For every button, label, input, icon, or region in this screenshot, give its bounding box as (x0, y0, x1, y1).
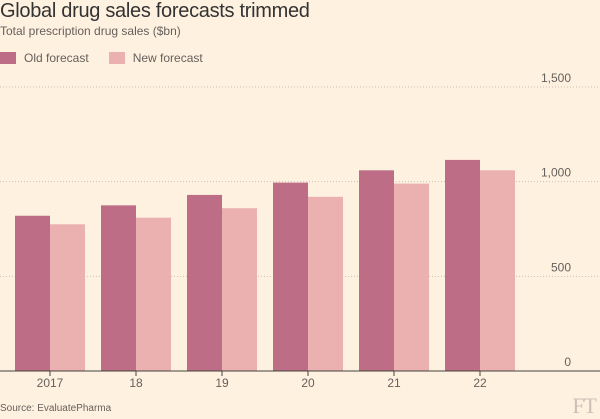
bar-new-forecast (50, 224, 85, 371)
bar-old-forecast (273, 182, 308, 371)
y-tick-label: 1,500 (541, 71, 571, 85)
legend-swatch-new-forecast (108, 52, 125, 64)
bar-old-forecast (101, 205, 136, 371)
bar-new-forecast (222, 208, 257, 371)
y-tick-label: 1,000 (541, 166, 571, 180)
legend-label-new-forecast: New forecast (132, 51, 203, 65)
chart-title: Global drug sales forecasts trimmed (0, 0, 310, 22)
y-tick-label: 500 (551, 260, 571, 274)
legend-item-new-forecast: New forecast (108, 51, 203, 65)
bar-new-forecast (480, 170, 515, 371)
legend-swatch-old-forecast (0, 52, 16, 64)
legend-item-old-forecast: Old forecast (0, 51, 89, 65)
source-note: Source: EvaluatePharma (0, 403, 112, 414)
ft-logo: FT (572, 393, 597, 418)
x-tick-label: 2017 (37, 376, 64, 390)
bar-new-forecast (394, 183, 429, 371)
legend-label-old-forecast: Old forecast (24, 51, 89, 65)
x-tick-label: 19 (215, 376, 229, 390)
x-tick-label: 18 (129, 376, 143, 390)
bar-old-forecast (15, 215, 50, 371)
y-tick-label: 0 (564, 355, 571, 369)
x-tick-label: 20 (301, 376, 315, 390)
bar-new-forecast (308, 196, 343, 371)
bar-old-forecast (359, 170, 394, 371)
bar-new-forecast (136, 217, 171, 371)
x-tick-label: 21 (387, 376, 401, 390)
bar-old-forecast (187, 194, 222, 371)
bar-old-forecast (445, 159, 480, 371)
chart-subtitle: Total prescription drug sales ($bn) (0, 24, 181, 38)
legend: Old forecast New forecast (0, 51, 223, 65)
x-tick-label: 22 (473, 376, 487, 390)
